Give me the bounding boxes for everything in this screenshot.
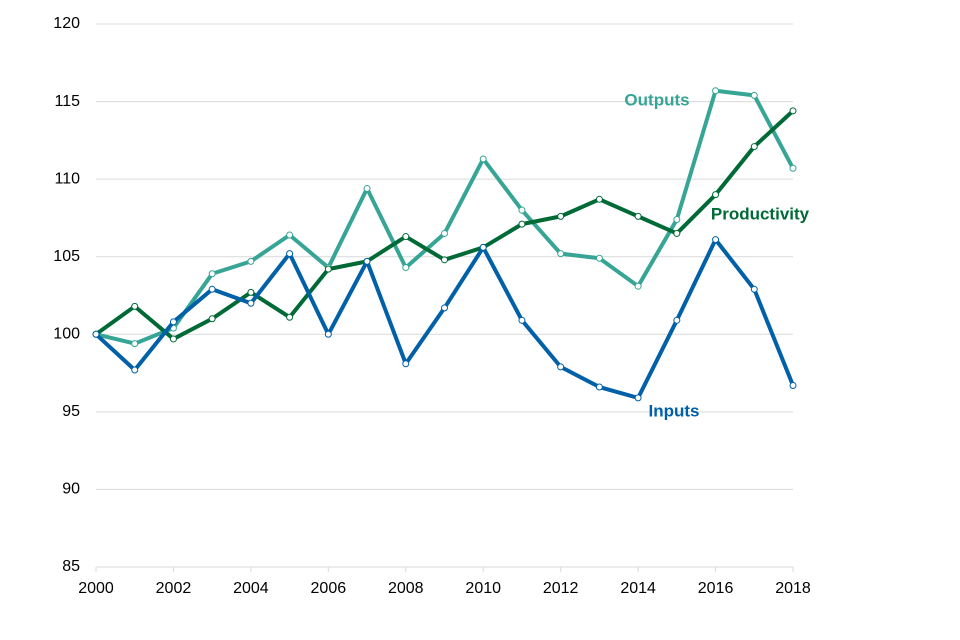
point [208,315,216,323]
y-tick-label: 85 [62,558,80,575]
point [518,220,526,228]
x-tick-label: 2008 [388,580,424,597]
point [441,304,448,312]
series-label: Productivity [711,204,810,223]
y-tick-label: 115 [54,93,80,110]
point [324,330,332,338]
point [789,107,797,115]
point [324,265,332,273]
point [208,285,216,293]
point [247,299,255,307]
point [441,256,448,264]
x-tick-label: 2010 [465,580,501,597]
point [247,288,255,296]
point [750,285,758,293]
point [750,143,758,151]
point [634,394,642,402]
point [557,363,565,371]
point [247,257,255,265]
point [286,313,294,321]
point [789,164,797,172]
point [402,264,410,272]
y-tick-label: 95 [62,403,80,420]
point [169,318,177,326]
point [92,330,100,338]
point [750,91,758,99]
x-tick-label: 2012 [543,580,579,597]
point [789,381,797,389]
point [363,257,371,265]
x-tick-label: 2004 [233,580,269,597]
series-label: Inputs [649,401,700,420]
point [402,233,410,241]
point [131,366,139,374]
point [518,316,526,324]
point [402,360,410,368]
x-tick-label: 2016 [698,580,734,597]
x-tick-label: 2002 [156,580,192,597]
point [557,250,565,258]
point [441,229,448,237]
point [169,335,177,343]
point [363,184,371,192]
point [286,250,294,258]
x-tick-label: 2018 [775,580,811,597]
y-tick-label: 105 [53,248,80,265]
point [286,231,294,239]
x-tick-label: 2006 [311,580,347,597]
point [712,191,720,199]
x-tick-label: 2000 [78,580,114,597]
point [518,206,526,214]
point [673,215,681,223]
point [595,195,603,203]
point [673,229,681,237]
y-tick-label: 110 [54,170,80,187]
y-tick-label: 90 [62,481,80,498]
point [673,316,681,324]
point [712,87,720,95]
point [712,236,720,244]
point [131,340,139,348]
point [595,383,603,391]
point [479,155,487,163]
y-tick-label: 120 [53,15,80,32]
series-label: Outputs [624,90,689,109]
x-tick-label: 2014 [620,580,656,597]
point [634,282,642,290]
point [595,254,603,262]
point [208,270,216,278]
point [479,243,487,251]
point [634,212,642,220]
point [557,212,565,220]
point [131,302,139,310]
series-line [94,237,795,400]
y-tick-label: 100 [53,326,80,343]
